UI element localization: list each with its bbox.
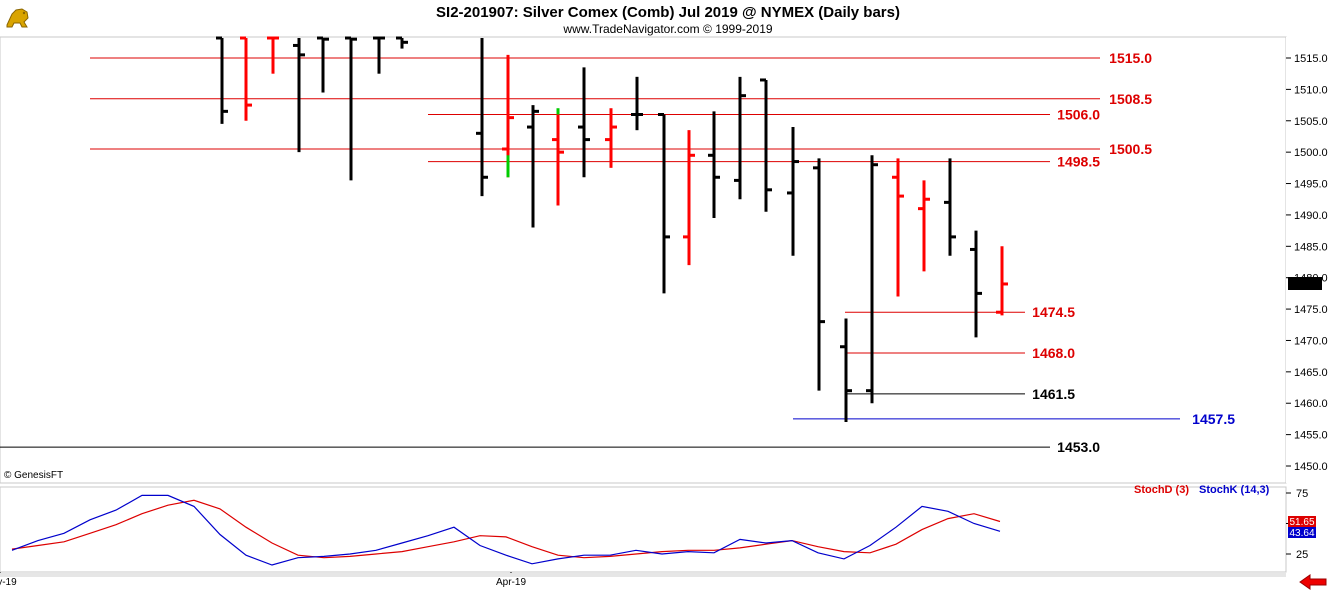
stoch-d-line	[11, 499, 1001, 559]
ohlc-bar	[996, 246, 1008, 316]
ohlc-bar	[918, 180, 930, 272]
stoch-k-label: StochK (14,3)	[1199, 484, 1270, 496]
price-tick-label: 1500.0	[1294, 147, 1328, 159]
logo	[4, 3, 32, 31]
ohlc-bar	[605, 108, 617, 168]
date-label: Apr-19	[496, 577, 526, 588]
last-price-value: 1479.0	[1288, 279, 1322, 291]
ohlc-bar	[683, 130, 695, 266]
horizontal-scrollbar[interactable]	[0, 573, 1286, 577]
ohlc-bar	[813, 158, 825, 391]
ohlc-bar	[317, 36, 329, 93]
ohlc-bar	[578, 67, 590, 178]
ohlc-bar	[267, 36, 279, 74]
price-tick-label: 1460.0	[1294, 398, 1328, 410]
price-tick-label: 1485.0	[1294, 241, 1328, 253]
stoch-tick-label: 75	[1296, 488, 1308, 500]
stoch-d-label: StochD (3)	[1134, 484, 1189, 496]
stoch-tick-label: 25	[1296, 549, 1308, 561]
level-label: 1500.5	[1109, 141, 1152, 157]
red-left-arrow-icon[interactable]	[1299, 574, 1327, 590]
ohlc-bar	[787, 127, 799, 256]
stoch-panel	[0, 486, 1287, 573]
ohlc-bar	[240, 36, 252, 121]
level-label: 1457.5	[1192, 411, 1235, 427]
price-tick-label: 1510.0	[1294, 84, 1328, 96]
level-label: 1468.0	[1032, 345, 1075, 361]
chart-title: SI2-201907: Silver Comex (Comb) Jul 2019…	[436, 4, 900, 21]
price-tick-label: 1475.0	[1294, 304, 1328, 316]
date-label: May-19	[0, 577, 17, 588]
ohlc-bar	[373, 36, 385, 74]
ohlc-bar	[760, 78, 772, 212]
ohlc-bar	[970, 230, 982, 338]
level-label: 1461.5	[1032, 386, 1075, 402]
price-axis-panel	[1286, 37, 1336, 483]
level-label: 1498.5	[1057, 154, 1100, 170]
ohlc-bars	[216, 36, 1008, 423]
ohlc-bar	[216, 36, 228, 124]
price-tick-label: 1505.0	[1294, 116, 1328, 128]
ohlc-bar	[944, 158, 956, 256]
price-tick-label: 1515.0	[1294, 53, 1328, 65]
ohlc-bar	[658, 112, 670, 294]
price-tick-label: 1490.0	[1294, 210, 1328, 222]
ohlc-bar	[345, 36, 357, 181]
ohlc-bar	[892, 158, 904, 297]
chart-subtitle: www.TradeNavigator.com © 1999-2019	[562, 22, 772, 36]
ohlc-bar	[840, 318, 852, 423]
copyright-text: © GenesisFT	[4, 470, 63, 481]
level-label: 1508.5	[1109, 91, 1152, 107]
stoch-k-value: 43.64	[1289, 528, 1314, 539]
ohlc-bar	[476, 38, 488, 197]
price-tick-label: 1470.0	[1294, 335, 1328, 347]
ohlc-bar	[708, 111, 720, 219]
ohlc-bar	[631, 76, 643, 131]
price-panel	[0, 36, 1287, 484]
price-axis: 1450.01455.01460.01465.01470.01475.01480…	[1286, 53, 1328, 473]
level-label: 1506.0	[1057, 106, 1100, 122]
level-label: 1515.0	[1109, 50, 1152, 66]
stoch-value-markers: 51.65 43.64	[1288, 516, 1316, 539]
ohlc-bar	[866, 155, 878, 404]
level-label: 1453.0	[1057, 439, 1100, 455]
ohlc-bar	[293, 38, 305, 153]
ohlc-bar	[734, 76, 746, 200]
price-tick-label: 1495.0	[1294, 179, 1328, 191]
last-price-marker: 1479.0	[1288, 277, 1322, 291]
stoch-k-line	[11, 494, 1001, 566]
price-tick-label: 1455.0	[1294, 430, 1328, 442]
gold-bull-icon	[4, 3, 32, 31]
level-label: 1474.5	[1032, 304, 1075, 320]
stoch-d-value: 51.65	[1289, 517, 1314, 528]
ohlc-bar	[396, 36, 408, 49]
price-tick-label: 1450.0	[1294, 461, 1328, 473]
price-tick-label: 1465.0	[1294, 367, 1328, 379]
ohlc-bar	[527, 105, 539, 228]
ohlc-bar	[552, 111, 564, 206]
